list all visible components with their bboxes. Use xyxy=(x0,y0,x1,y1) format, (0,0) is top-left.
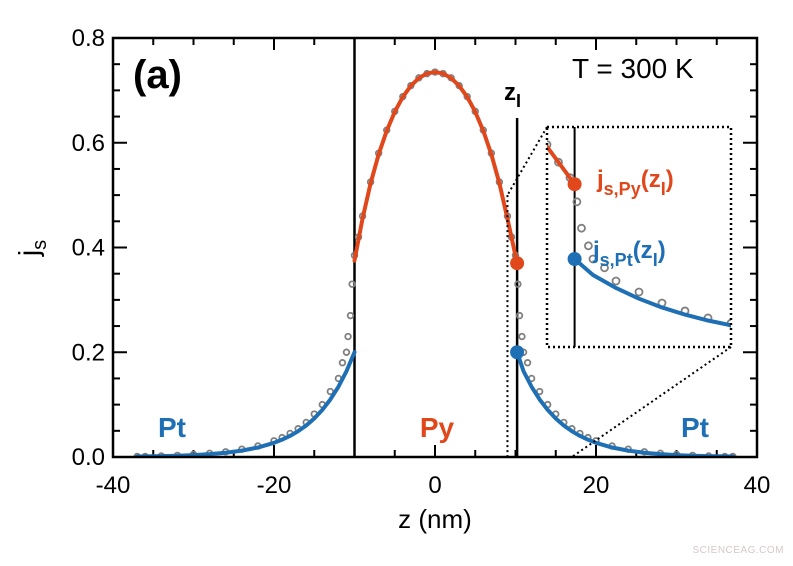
inset-label-pt: js,Pt(zI) xyxy=(592,237,666,270)
inset-data-point xyxy=(547,140,552,149)
inset-data-point xyxy=(222,53,229,60)
x-tick-label: 40 xyxy=(744,472,771,499)
tick-labels: -40 -20 0 20 40 0.0 0.2 0.4 0.6 0.8 xyxy=(72,25,771,499)
inset-data-point xyxy=(72,264,79,271)
temperature-annotation: T = 300 K xyxy=(572,53,694,84)
y-tick-label: 0.8 xyxy=(72,25,105,52)
data-point xyxy=(514,280,522,288)
inset-data-point xyxy=(245,41,252,48)
x-tick-label: -20 xyxy=(257,472,292,499)
inset-data-point xyxy=(475,69,482,76)
inset-frame xyxy=(545,125,733,349)
data-point xyxy=(523,359,532,367)
x-tick-label: -40 xyxy=(96,472,131,499)
x-tick-label: 20 xyxy=(583,472,610,499)
inset-data-point xyxy=(774,327,781,334)
inset-data-point xyxy=(100,198,107,205)
region-label-py: Py xyxy=(420,412,455,443)
inset-fit-line-pt-right xyxy=(572,257,731,328)
x-tick-label: 0 xyxy=(428,472,441,499)
inset-data-point xyxy=(199,69,206,76)
region-label-pt-right: Pt xyxy=(681,412,709,443)
x-axis-label: z (nm) xyxy=(398,504,472,534)
zoom-connector-top xyxy=(506,126,548,196)
inset xyxy=(506,126,732,458)
fit-line-py xyxy=(352,70,520,266)
y-axis-label: js xyxy=(13,240,51,257)
inset-plot xyxy=(0,20,781,347)
data-point xyxy=(346,311,355,320)
inset-marker-js-py-zI xyxy=(567,177,582,192)
inset-data-point xyxy=(360,21,367,28)
inset-data-point xyxy=(554,157,563,167)
inset-data-point xyxy=(337,20,344,27)
inset-data-point xyxy=(61,278,68,285)
data-point xyxy=(518,332,526,341)
inset-data-point xyxy=(383,25,390,32)
inset-data-point xyxy=(314,21,321,28)
inset-data-point xyxy=(291,25,298,32)
zoom-connector-bottom xyxy=(571,346,732,458)
inset-data-point xyxy=(521,113,528,120)
y-tick-label: 0.0 xyxy=(72,444,105,471)
panel-label: (a) xyxy=(133,53,182,97)
inset-data-point xyxy=(611,276,621,286)
inset-data-point xyxy=(600,263,609,273)
inset-data-point xyxy=(130,141,137,148)
inset-marker-js-pt-zI xyxy=(567,252,582,266)
inset-data-point xyxy=(118,159,125,166)
data-point xyxy=(338,359,347,367)
marker-js-pt-zI xyxy=(510,345,525,360)
data-point xyxy=(348,280,356,288)
inset-data-point xyxy=(577,223,586,233)
data-point xyxy=(344,332,352,341)
region-label-pt-left: Pt xyxy=(158,412,186,443)
inset-data-point xyxy=(15,300,22,307)
inset-data-point xyxy=(38,289,45,296)
inset-background xyxy=(547,127,731,347)
inset-data-point xyxy=(452,53,459,60)
interface-annotation: zI xyxy=(504,79,521,111)
fit-line-pt-right xyxy=(515,350,735,457)
y-tick-label: 0.4 xyxy=(72,235,105,262)
inset-fit-line-pt-left xyxy=(0,259,110,347)
data-point xyxy=(515,311,524,320)
inset-label-py: js,Py(zI) xyxy=(596,166,674,199)
inset-data-point xyxy=(153,113,160,120)
inset-data-point xyxy=(584,241,593,251)
inset-data-point xyxy=(634,287,644,297)
inset-data-point xyxy=(572,197,582,207)
watermark: SCIENCEAG.COM xyxy=(692,545,784,556)
plot-frame xyxy=(111,36,759,459)
inset-data-point xyxy=(95,225,102,232)
data-point xyxy=(342,348,351,356)
y-tick-label: 0.6 xyxy=(72,130,105,157)
y-tick-label: 0.2 xyxy=(72,339,105,366)
marker-js-py-zI xyxy=(510,256,525,271)
inset-data-point xyxy=(588,254,598,264)
fit-line-pt-left xyxy=(135,350,357,457)
